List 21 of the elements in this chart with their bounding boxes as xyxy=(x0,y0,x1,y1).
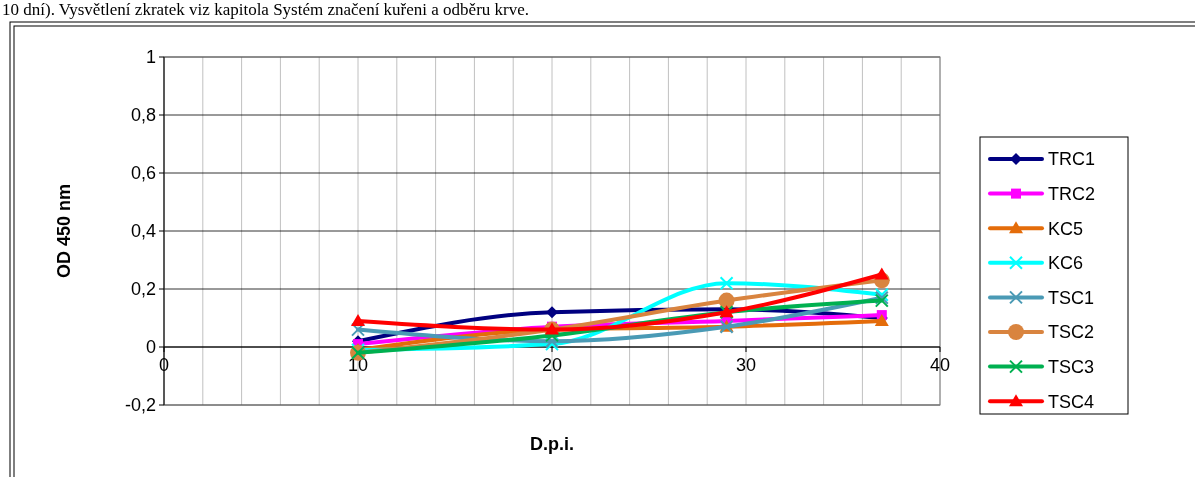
legend-label: TSC4 xyxy=(1048,391,1095,412)
legend-label: TSC1 xyxy=(1048,287,1095,308)
y-tick-label: 0,2 xyxy=(130,279,156,300)
legend-label: TRC2 xyxy=(1048,183,1096,204)
y-tick-label: 0,8 xyxy=(130,105,156,126)
legend-label: KC6 xyxy=(1048,253,1084,274)
y-axis-title: OD 450 nm xyxy=(54,183,74,279)
legend-label: TSC3 xyxy=(1048,356,1095,377)
x-axis-title: D.p.i. xyxy=(530,434,574,454)
y-tick-label: 0 xyxy=(145,337,156,358)
x-tick-label: 40 xyxy=(929,355,951,375)
legend-label: KC5 xyxy=(1048,218,1084,239)
x-tick-label: 20 xyxy=(541,355,563,375)
legend-label: TSC2 xyxy=(1048,322,1095,343)
y-tick-label: 1 xyxy=(145,47,156,68)
text: 10 dní). Vysvětlení zkratek viz kapitola Systém značení kuřeni a odběru krve. xyxy=(2,0,529,19)
x-tick-label: 30 xyxy=(735,355,757,375)
y-tick-label: 0,4 xyxy=(130,221,156,242)
y-tick-label: 0,6 xyxy=(130,163,156,184)
legend-label: TRC1 xyxy=(1048,149,1096,170)
y-tick-label: -0,2 xyxy=(124,395,156,416)
